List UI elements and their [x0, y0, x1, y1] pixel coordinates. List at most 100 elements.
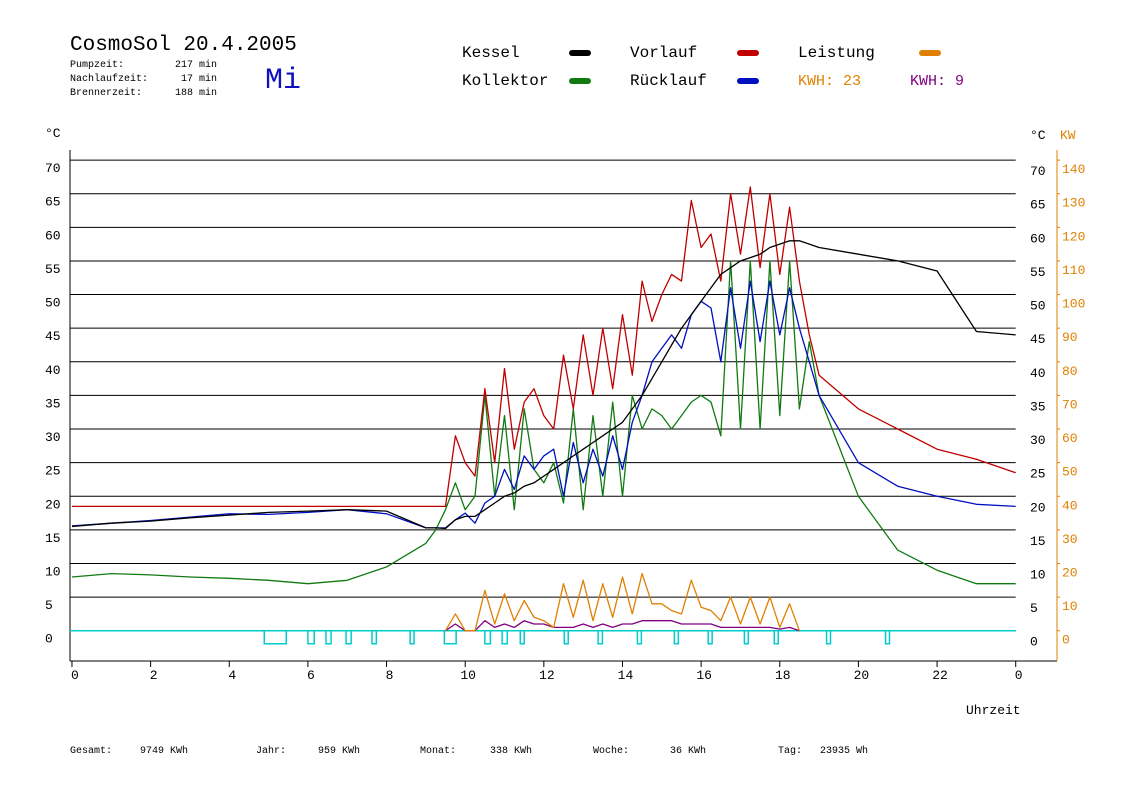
y2-tick-label: 30 — [1062, 532, 1078, 547]
y2-tick-label: 90 — [1062, 330, 1078, 345]
total-value: 338 KWh — [490, 745, 532, 757]
total-value: 959 KWh — [318, 745, 360, 757]
x-tick-label: 12 — [539, 668, 555, 683]
y-tick-label-right: 40 — [1030, 366, 1046, 381]
x-tick-label: 4 — [228, 668, 236, 683]
y-tick-label: 10 — [45, 565, 61, 580]
y-tick-label-right: 45 — [1030, 332, 1046, 347]
total-label: Woche: — [593, 745, 629, 757]
y-tick-label-right: 70 — [1030, 164, 1046, 179]
x-tick-label: 0 — [1015, 668, 1023, 683]
y-tick-label-right: 65 — [1030, 198, 1046, 213]
y-tick-label: 5 — [45, 598, 53, 613]
legend-label: Rücklauf — [630, 72, 707, 90]
x-tick-label: 6 — [307, 668, 315, 683]
pump-interval — [519, 629, 525, 645]
y2-tick-label: 40 — [1062, 498, 1078, 513]
y2-tick-label: 10 — [1062, 599, 1078, 614]
stat-label: Pumpzeit: — [70, 59, 124, 71]
x-tick-label: 18 — [775, 668, 791, 683]
y-tick-label: 55 — [45, 262, 61, 277]
pump-interval — [443, 629, 457, 645]
pump-interval — [371, 629, 378, 645]
pump-interval — [597, 629, 604, 645]
y-tick-label-right: 20 — [1030, 500, 1046, 515]
pump-interval — [825, 629, 832, 645]
series-line — [71, 240, 1016, 530]
total-label: Tag: — [778, 746, 802, 757]
series-line — [445, 620, 800, 632]
pump-interval — [501, 629, 509, 645]
pump-interval — [345, 629, 352, 645]
total-label: Monat: — [420, 746, 456, 757]
y-tick-label: 45 — [45, 329, 61, 344]
y2-tick-label: 100 — [1062, 297, 1085, 312]
y2-tick-label: 110 — [1062, 263, 1085, 278]
total-value: 23935 Wh — [820, 745, 868, 757]
pump-interval — [673, 629, 680, 645]
x-tick-label: 16 — [696, 668, 712, 683]
y-tick-label-right: 60 — [1030, 231, 1046, 246]
kwh-label: KWH: 23 — [798, 73, 861, 90]
y2-unit: KW — [1060, 128, 1076, 143]
y-tick-label-right: 0 — [1030, 635, 1038, 650]
y2-tick-label: 140 — [1062, 162, 1085, 177]
x-axis-label: Uhrzeit — [966, 703, 1021, 718]
stat-value: 217 min — [175, 59, 217, 71]
stat-label: Nachlaufzeit: — [70, 73, 148, 85]
pump-interval — [263, 629, 288, 645]
y-tick-label-right: 25 — [1030, 467, 1046, 482]
y2-tick-label: 50 — [1062, 465, 1078, 480]
pump-interval — [743, 629, 750, 645]
total-value: 36 KWh — [670, 745, 706, 757]
x-tick-label: 22 — [932, 668, 948, 683]
y-tick-label-right: 15 — [1030, 534, 1046, 549]
y-tick-label: 70 — [45, 161, 61, 176]
series-line — [444, 572, 801, 632]
legend-label: Kessel — [462, 44, 520, 62]
x-tick-label: 8 — [386, 668, 394, 683]
stat-value: 17 min — [181, 73, 217, 85]
pump-interval — [773, 629, 779, 645]
y-tick-label-right: 50 — [1030, 299, 1046, 314]
total-label: Jahr: — [256, 745, 286, 757]
pump-interval — [325, 629, 332, 645]
x-tick-label: 14 — [618, 668, 634, 683]
x-tick-label: 2 — [150, 668, 158, 683]
weekday: Mi — [265, 64, 301, 98]
y-tick-label: 50 — [45, 296, 61, 311]
y2-tick-label: 80 — [1062, 364, 1078, 379]
y2-tick-label: 60 — [1062, 431, 1078, 446]
pump-interval — [636, 629, 643, 645]
y-unit-right: °C — [1030, 128, 1046, 143]
y-tick-label: 0 — [45, 632, 53, 647]
y2-tick-label: 130 — [1062, 196, 1085, 211]
series-line — [72, 186, 1016, 508]
y2-tick-label: 20 — [1062, 566, 1078, 581]
x-tick-label: 20 — [854, 668, 870, 683]
y-tick-label: 25 — [45, 464, 61, 479]
y2-tick-label: 120 — [1062, 229, 1085, 244]
y-tick-label: 40 — [45, 363, 61, 378]
y-tick-label-right: 5 — [1030, 601, 1038, 616]
pump-interval — [409, 629, 415, 645]
legend-label: Leistung — [798, 44, 875, 62]
y-tick-label: 15 — [45, 531, 61, 546]
y-tick-label-right: 10 — [1030, 568, 1046, 583]
y-tick-label-right: 55 — [1030, 265, 1046, 280]
y2-tick-label: 0 — [1062, 633, 1070, 648]
y2-tick-label: 70 — [1062, 397, 1078, 412]
kwh-label: KWH: 9 — [910, 73, 964, 90]
pump-interval — [563, 629, 569, 645]
total-label: Gesamt: — [70, 746, 112, 757]
y-tick-label: 65 — [45, 195, 61, 210]
y-tick-label: 35 — [45, 396, 61, 411]
y-tick-label-right: 30 — [1030, 433, 1046, 448]
pump-interval — [307, 629, 315, 645]
x-tick-label: 10 — [460, 668, 476, 683]
pump-interval — [484, 629, 492, 645]
y-tick-label: 20 — [45, 497, 61, 512]
pump-interval — [707, 629, 713, 645]
chart-title: CosmoSol 20.4.2005 — [70, 34, 297, 57]
